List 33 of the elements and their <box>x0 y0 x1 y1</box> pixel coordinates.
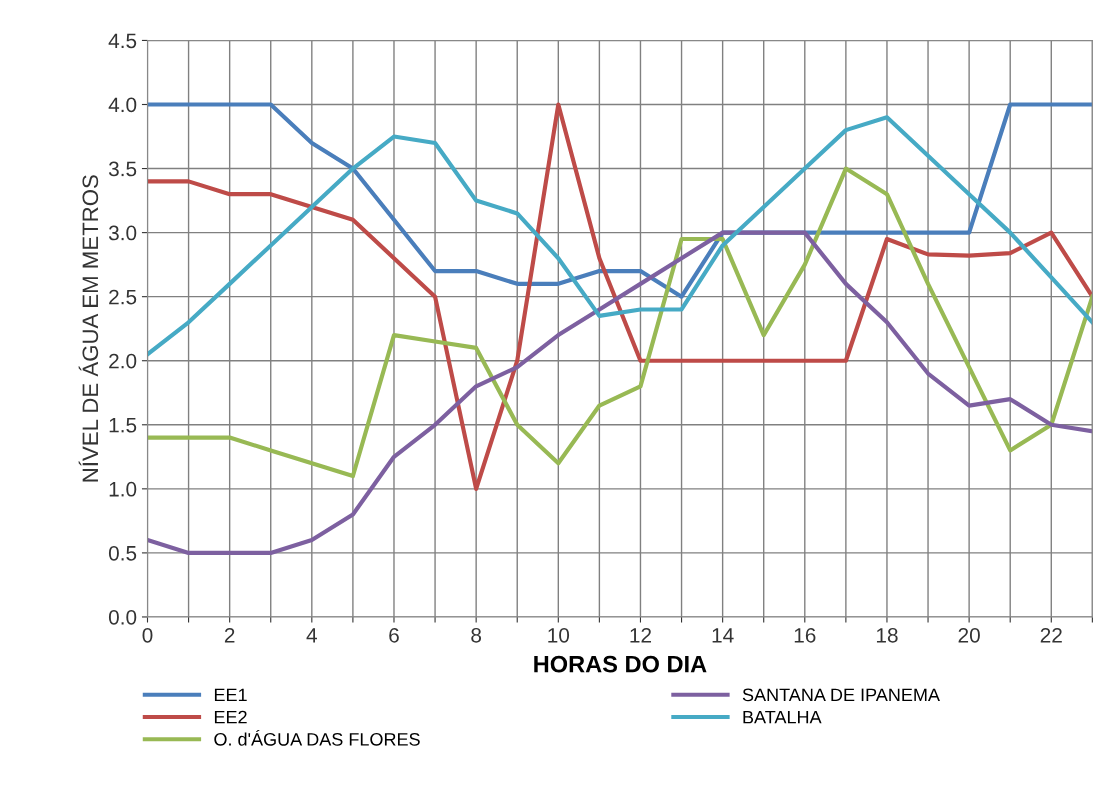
x-tick-label: 4 <box>306 628 318 643</box>
legend-label: EE1 <box>214 688 247 702</box>
y-axis-title: NÍVEL DE ÁGUA EM METROS <box>78 175 99 482</box>
y-tick-label: 3.0 <box>108 225 137 241</box>
x-axis-title: HORAS DO DIA <box>534 655 707 673</box>
y-tick-label: 3.5 <box>108 161 137 177</box>
x-tick-label: 18 <box>876 627 898 643</box>
y-tick-label: 1.0 <box>109 481 137 497</box>
x-tick-label: 2 <box>224 627 235 643</box>
legend-label: BATALHA <box>743 710 822 724</box>
x-tick-label: 0 <box>142 627 153 643</box>
x-tick-label: 22 <box>1040 627 1062 643</box>
x-tick-label: 8 <box>471 627 482 643</box>
line-series <box>147 102 1093 491</box>
y-tick-label: 0.0 <box>108 609 137 625</box>
x-tick-label: 14 <box>712 628 734 643</box>
line-series <box>147 166 1093 479</box>
x-tick-label: 16 <box>794 627 816 643</box>
legend-label: EE2 <box>214 710 247 724</box>
x-tick-label: 10 <box>548 627 570 643</box>
line-series <box>147 230 1093 555</box>
x-tick-label: 20 <box>958 627 980 643</box>
y-tick-label: 2.5 <box>109 289 137 305</box>
legend-label: SANTANA DE IPANEMA <box>742 688 940 702</box>
y-tick-label: 4.0 <box>108 97 137 113</box>
y-tick-label: 1.5 <box>109 418 137 433</box>
legend-label: O. d'ÁGUA DAS FLORES <box>214 729 420 746</box>
y-tick-label: 0.5 <box>108 545 137 561</box>
y-tick-label: 4.5 <box>108 33 137 49</box>
x-tick-label: 6 <box>389 627 399 643</box>
y-tick-label: 2.0 <box>109 353 137 369</box>
line-series <box>147 115 1093 357</box>
x-tick-label: 12 <box>630 627 652 643</box>
